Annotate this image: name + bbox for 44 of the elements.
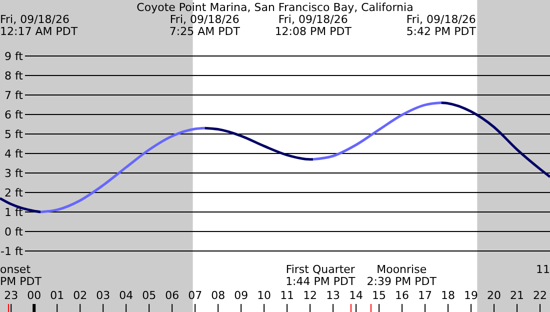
y-tick-label: 5 ft	[4, 128, 24, 141]
x-tick-label: 20	[487, 289, 502, 302]
annotation: Fri, 09/18/26 12:08 PM PDT	[274, 13, 352, 38]
y-tick-label: 2 ft	[4, 186, 24, 200]
y-tick-label: 4 ft	[4, 147, 24, 160]
y-tick-label: -1 ft	[0, 244, 24, 258]
x-tick-label: 10	[257, 289, 272, 302]
annotation: First Quarter 1:44 PM PDT	[286, 263, 356, 288]
x-tick-label: 16	[395, 289, 410, 302]
y-tick-label: 3 ft	[4, 166, 24, 180]
annotation: Fri, 09/18/26 7:25 AM PDT	[169, 13, 240, 38]
x-tick-label: 23	[4, 289, 18, 302]
x-tick-label: 06	[165, 289, 180, 302]
x-tick-label: 21	[510, 289, 524, 302]
x-tick-label: 12	[303, 289, 318, 302]
annotation: onset PM PDT	[0, 263, 42, 288]
x-tick-label: 02	[73, 289, 88, 302]
x-tick-label: 17	[418, 289, 432, 302]
x-tick-label: 11	[280, 289, 294, 302]
y-tick-label: 7 ft	[4, 88, 24, 102]
annotation: Fri, 09/18/26 12:17 AM PDT	[0, 13, 78, 38]
chart-title: Coyote Point Marina, San Francisco Bay, California	[136, 1, 414, 14]
x-tick-label: 13	[326, 289, 340, 302]
x-tick-label: 03	[96, 289, 110, 302]
x-tick-label: 09	[234, 289, 248, 302]
x-tick-label: 08	[211, 289, 226, 302]
annotation: Moonrise 2:39 PM PDT	[366, 263, 437, 288]
y-tick-label: 8 ft	[4, 69, 24, 82]
x-tick-label: 15	[372, 289, 386, 302]
annotation: 11	[536, 263, 550, 276]
x-tick-label: 22	[533, 289, 548, 302]
y-tick-label: 6 ft	[4, 108, 24, 122]
x-tick-label: 00	[27, 289, 42, 302]
x-tick-label: 14	[349, 289, 364, 302]
y-tick-label: 1 ft	[4, 206, 24, 219]
x-tick-label: 19	[464, 289, 478, 302]
y-tick-label: 9 ft	[4, 50, 24, 63]
x-tick-label: 18	[441, 289, 456, 302]
y-tick-label: 0 ft	[4, 225, 24, 238]
x-tick-label: 07	[188, 289, 202, 302]
annotation: Fri, 09/18/26 5:42 PM PDT	[406, 13, 476, 38]
x-tick-label: 05	[142, 289, 156, 302]
x-tick-label: 01	[50, 289, 64, 302]
x-tick-label: 04	[119, 289, 134, 302]
